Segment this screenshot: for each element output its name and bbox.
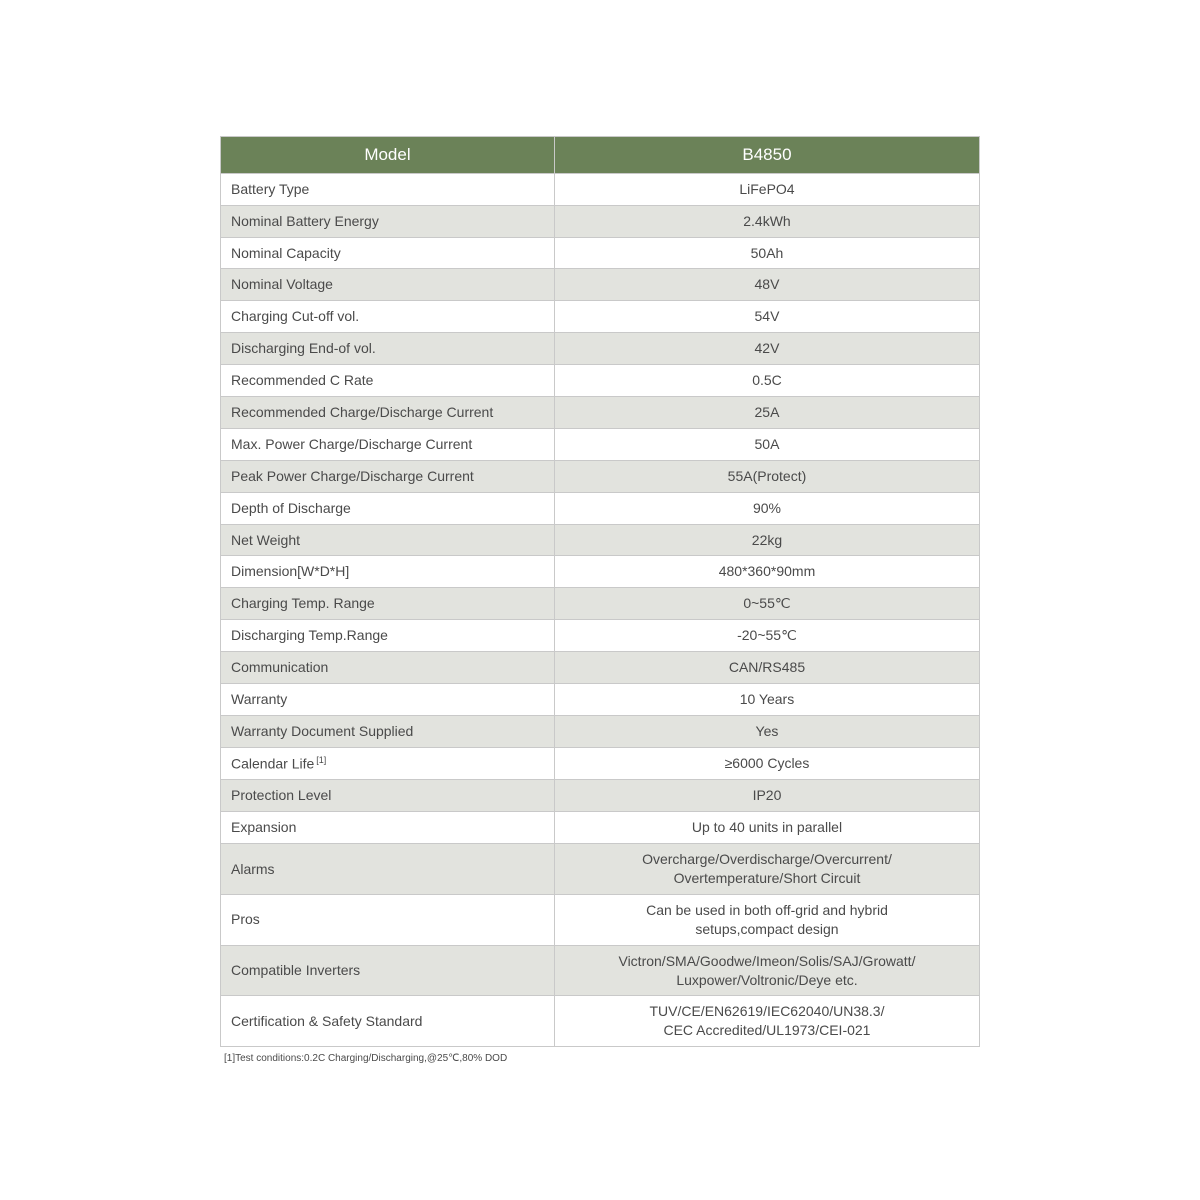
row-value: 480*360*90mm bbox=[554, 556, 979, 588]
table-row: Depth of Discharge90% bbox=[221, 492, 980, 524]
row-value: IP20 bbox=[554, 780, 979, 812]
row-label: Depth of Discharge bbox=[221, 492, 555, 524]
row-value: 48V bbox=[554, 269, 979, 301]
table-row: Warranty Document SuppliedYes bbox=[221, 715, 980, 747]
header-value: B4850 bbox=[554, 136, 979, 173]
table-row: Battery TypeLiFePO4 bbox=[221, 173, 980, 205]
spec-sheet: Model B4850 Battery TypeLiFePO4Nominal B… bbox=[220, 136, 980, 1064]
row-label: Nominal Voltage bbox=[221, 269, 555, 301]
row-label: Alarms bbox=[221, 844, 555, 895]
row-label: Peak Power Charge/Discharge Current bbox=[221, 460, 555, 492]
row-label: Recommended C Rate bbox=[221, 365, 555, 397]
table-row: Compatible InvertersVictron/SMA/Goodwe/I… bbox=[221, 945, 980, 996]
row-label: Charging Cut-off vol. bbox=[221, 301, 555, 333]
footnote: [1]Test conditions:0.2C Charging/Dischar… bbox=[220, 1053, 980, 1064]
table-row: Discharging End-of vol.42V bbox=[221, 333, 980, 365]
table-row: Nominal Capacity50Ah bbox=[221, 237, 980, 269]
row-value: 22kg bbox=[554, 524, 979, 556]
table-row: Recommended C Rate0.5C bbox=[221, 365, 980, 397]
table-row: Protection LevelIP20 bbox=[221, 780, 980, 812]
row-label: Warranty Document Supplied bbox=[221, 715, 555, 747]
row-label: Net Weight bbox=[221, 524, 555, 556]
row-value: 50A bbox=[554, 428, 979, 460]
row-value: 25A bbox=[554, 396, 979, 428]
row-value: 55A(Protect) bbox=[554, 460, 979, 492]
table-header-row: Model B4850 bbox=[221, 136, 980, 173]
row-label: Expansion bbox=[221, 812, 555, 844]
table-row: Peak Power Charge/Discharge Current55A(P… bbox=[221, 460, 980, 492]
row-value: -20~55℃ bbox=[554, 620, 979, 652]
row-value: Overcharge/Overdischarge/Overcurrent/Ove… bbox=[554, 844, 979, 895]
table-row: Charging Cut-off vol.54V bbox=[221, 301, 980, 333]
row-label: Nominal Capacity bbox=[221, 237, 555, 269]
row-label: Dimension[W*D*H] bbox=[221, 556, 555, 588]
row-label: Communication bbox=[221, 652, 555, 684]
table-row: Calendar Life[1]≥6000 Cycles bbox=[221, 747, 980, 780]
row-value: Can be used in both off-grid and hybrids… bbox=[554, 894, 979, 945]
row-value: 90% bbox=[554, 492, 979, 524]
row-label: Recommended Charge/Discharge Current bbox=[221, 396, 555, 428]
table-row: ProsCan be used in both off-grid and hyb… bbox=[221, 894, 980, 945]
row-value: 0~55℃ bbox=[554, 588, 979, 620]
row-value: Up to 40 units in parallel bbox=[554, 812, 979, 844]
row-label: Calendar Life[1] bbox=[221, 747, 555, 780]
row-label: Max. Power Charge/Discharge Current bbox=[221, 428, 555, 460]
table-row: Dimension[W*D*H]480*360*90mm bbox=[221, 556, 980, 588]
row-label: Certification & Safety Standard bbox=[221, 996, 555, 1047]
row-value: Yes bbox=[554, 715, 979, 747]
row-value: 10 Years bbox=[554, 684, 979, 716]
row-value: 42V bbox=[554, 333, 979, 365]
row-label: Battery Type bbox=[221, 173, 555, 205]
table-row: Net Weight22kg bbox=[221, 524, 980, 556]
table-row: Discharging Temp.Range-20~55℃ bbox=[221, 620, 980, 652]
table-row: Warranty10 Years bbox=[221, 684, 980, 716]
footnote-ref: [1] bbox=[316, 755, 326, 765]
row-value: 50Ah bbox=[554, 237, 979, 269]
spec-table: Model B4850 Battery TypeLiFePO4Nominal B… bbox=[220, 136, 980, 1047]
header-model: Model bbox=[221, 136, 555, 173]
row-label: Warranty bbox=[221, 684, 555, 716]
row-label: Compatible Inverters bbox=[221, 945, 555, 996]
row-value: 54V bbox=[554, 301, 979, 333]
row-value: LiFePO4 bbox=[554, 173, 979, 205]
table-row: AlarmsOvercharge/Overdischarge/Overcurre… bbox=[221, 844, 980, 895]
table-row: Nominal Voltage48V bbox=[221, 269, 980, 301]
row-value: ≥6000 Cycles bbox=[554, 747, 979, 780]
table-row: Certification & Safety StandardTUV/CE/EN… bbox=[221, 996, 980, 1047]
row-value: 0.5C bbox=[554, 365, 979, 397]
row-label: Discharging Temp.Range bbox=[221, 620, 555, 652]
row-value: 2.4kWh bbox=[554, 205, 979, 237]
row-label: Charging Temp. Range bbox=[221, 588, 555, 620]
row-label: Nominal Battery Energy bbox=[221, 205, 555, 237]
row-value: Victron/SMA/Goodwe/Imeon/Solis/SAJ/Growa… bbox=[554, 945, 979, 996]
row-value: CAN/RS485 bbox=[554, 652, 979, 684]
table-row: Recommended Charge/Discharge Current25A bbox=[221, 396, 980, 428]
row-value: TUV/CE/EN62619/IEC62040/UN38.3/CEC Accre… bbox=[554, 996, 979, 1047]
table-row: Charging Temp. Range0~55℃ bbox=[221, 588, 980, 620]
row-label: Pros bbox=[221, 894, 555, 945]
table-row: ExpansionUp to 40 units in parallel bbox=[221, 812, 980, 844]
row-label: Protection Level bbox=[221, 780, 555, 812]
table-row: CommunicationCAN/RS485 bbox=[221, 652, 980, 684]
table-row: Nominal Battery Energy2.4kWh bbox=[221, 205, 980, 237]
table-row: Max. Power Charge/Discharge Current50A bbox=[221, 428, 980, 460]
row-label: Discharging End-of vol. bbox=[221, 333, 555, 365]
